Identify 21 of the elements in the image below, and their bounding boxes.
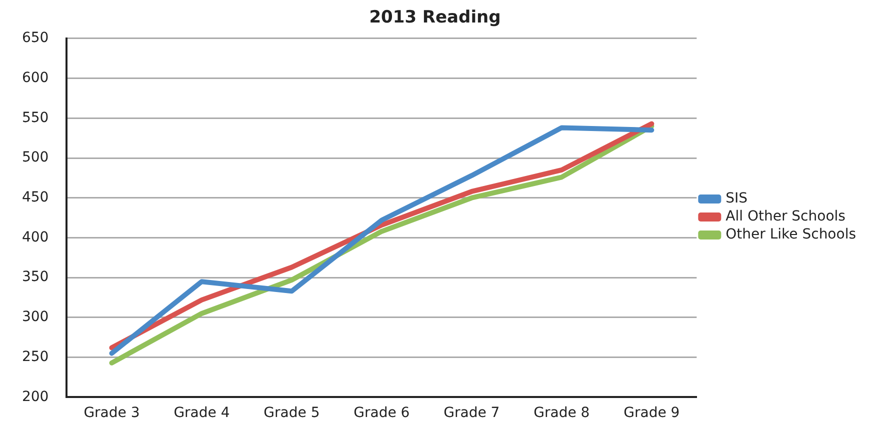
x-tick-label: Grade 7 — [444, 405, 500, 422]
y-tick-label: 250 — [22, 348, 49, 365]
y-tick-label: 300 — [22, 309, 49, 326]
legend-label: Other Like Schools — [726, 226, 856, 243]
y-tick-label: 600 — [22, 70, 49, 86]
y-tick-label: 350 — [22, 269, 49, 286]
y-tick-label: 650 — [22, 30, 49, 46]
legend-label: SIS — [726, 190, 748, 207]
chart-title: 2013 Reading — [369, 8, 501, 28]
y-tick-label: 500 — [22, 150, 49, 166]
x-tick-label: Grade 9 — [624, 405, 680, 422]
x-tick-label: Grade 4 — [174, 405, 230, 422]
x-tick-label: Grade 6 — [354, 405, 410, 422]
y-tick-label: 400 — [22, 229, 49, 246]
y-tick-label: 550 — [22, 110, 49, 126]
x-tick-label: Grade 8 — [534, 405, 590, 422]
y-tick-label: 200 — [22, 388, 49, 405]
x-tick-label: Grade 3 — [84, 405, 140, 422]
x-tick-label: Grade 5 — [264, 405, 320, 422]
y-tick-label: 450 — [22, 190, 49, 206]
legend-label: All Other Schools — [726, 208, 846, 225]
